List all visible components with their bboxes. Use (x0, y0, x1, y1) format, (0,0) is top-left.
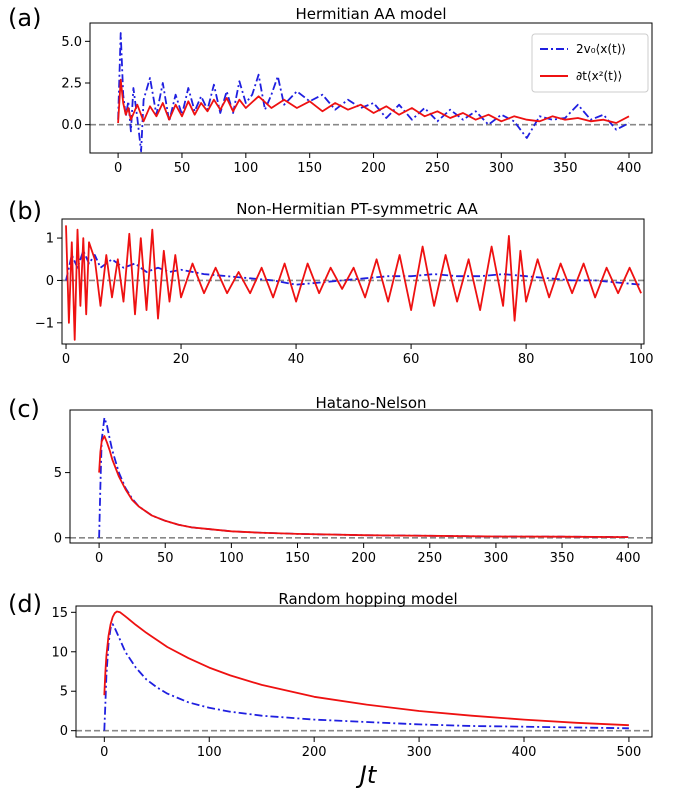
x-tick-label: 150 (297, 161, 322, 176)
y-tick-label: −1 (35, 316, 54, 331)
x-tick-label: 400 (512, 745, 537, 760)
x-tick-label: 0 (62, 352, 70, 367)
x-tick-label: 250 (425, 161, 450, 176)
legend-red-label: ∂t⟨x²(t)⟩ (576, 69, 622, 83)
x-tick-label: 60 (403, 352, 420, 367)
y-tick-label: 0 (46, 274, 54, 289)
x-tick-label: 150 (285, 551, 310, 566)
x-tick-label: 50 (174, 161, 191, 176)
x-tick-label: 100 (233, 161, 258, 176)
legend: 2v₀⟨x(t)⟩ ∂t⟨x²(t)⟩ (531, 33, 649, 93)
series-blue-line (65, 249, 642, 286)
x-tick-label: 50 (157, 551, 174, 566)
plot-area: 0 20 40 60 80 100 −1 0 1 (35, 218, 654, 367)
plot-area: 0 50 100 150 200 250 300 350 400 0 5 (54, 409, 653, 566)
panel-letter: (d) (8, 590, 42, 618)
series-red-line (98, 435, 629, 538)
panel-b: (b) Non-Hermitian PT-symmetric AA 0 20 40 6… (8, 197, 654, 367)
x-tick-label: 300 (484, 551, 509, 566)
legend-blue-label: 2v₀⟨x(t)⟩ (576, 42, 626, 56)
x-tick-label: 80 (518, 352, 535, 367)
y-tick-label: 2.5 (61, 77, 82, 92)
axes-frame (61, 218, 645, 345)
y-tick-label: 5 (60, 685, 68, 700)
panel-letter: (b) (8, 197, 42, 225)
x-tick-label: 400 (616, 551, 641, 566)
x-axis-label: Jt (356, 761, 378, 789)
series-blue-line (117, 32, 630, 153)
x-tick-label: 200 (361, 161, 386, 176)
y-tick-label: 0 (54, 531, 62, 546)
x-tick-label: 350 (550, 551, 575, 566)
x-tick-label: 200 (302, 745, 327, 760)
plot-area: 0 100 200 300 400 500 0 5 10 15 (51, 605, 653, 760)
panel-title: Non-Hermitian PT-symmetric AA (236, 200, 478, 218)
x-tick-label: 100 (219, 551, 244, 566)
x-tick-label: 40 (288, 352, 305, 367)
panel-c: (c) Hatano-Nelson 0 50 100 150 200 250 300 350 4… (8, 394, 653, 566)
series-red-line (65, 225, 642, 341)
y-tick-label: 1 (46, 232, 54, 247)
series-blue-line (98, 416, 629, 538)
x-tick-label: 200 (351, 551, 376, 566)
panel-title: Hermitian AA model (295, 5, 446, 23)
series-red-line (103, 610, 629, 727)
x-tick-label: 300 (489, 161, 514, 176)
panel-title: Hatano-Nelson (315, 394, 426, 412)
panel-letter: (a) (8, 4, 41, 32)
axes-frame (69, 409, 653, 544)
x-tick-label: 350 (553, 161, 578, 176)
plot-area: 0 50 100 150 200 250 300 350 400 0.0 2.5 5.0 (61, 22, 653, 176)
panel-a: (a) Hermitian AA model 0 50 100 150 200 250 30… (8, 4, 653, 176)
x-tick-label: 100 (629, 352, 654, 367)
axes-frame (75, 605, 653, 738)
y-tick-label: 15 (51, 606, 68, 621)
y-tick-label: 10 (51, 645, 68, 660)
x-tick-label: 0 (95, 551, 103, 566)
x-tick-label: 0 (100, 745, 108, 760)
panel-letter: (c) (8, 395, 40, 423)
x-tick-label: 300 (407, 745, 432, 760)
x-tick-label: 400 (617, 161, 642, 176)
axes-frame (89, 22, 653, 154)
panel-d: (d) Random hopping model 0 100 200 300 400 50… (8, 590, 653, 760)
x-tick-label: 250 (417, 551, 442, 566)
series-blue-line (103, 623, 629, 731)
y-tick-label: 0 (60, 724, 68, 739)
series-red-line (117, 78, 630, 124)
x-tick-label: 0 (114, 161, 122, 176)
x-tick-label: 100 (197, 745, 222, 760)
y-tick-label: 5.0 (61, 35, 82, 50)
y-tick-label: 0.0 (61, 118, 82, 133)
x-tick-label: 20 (173, 352, 190, 367)
x-tick-label: 500 (617, 745, 642, 760)
panel-title: Random hopping model (278, 590, 457, 608)
y-tick-label: 5 (54, 466, 62, 481)
